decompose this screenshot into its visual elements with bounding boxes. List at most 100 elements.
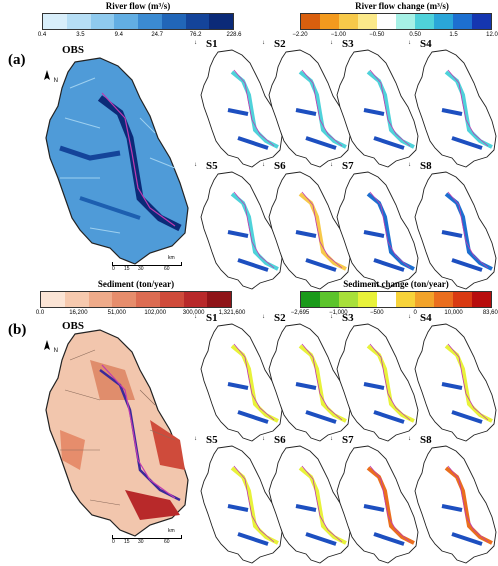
flow-legend-title: River flow (m³/s) — [105, 1, 171, 11]
scale-unit: km — [168, 528, 175, 534]
scenario-label-s5: S5 — [206, 434, 218, 446]
north-arrow-icon: ↓ — [330, 436, 333, 442]
colorbar-tick-label: 83,600 — [482, 310, 498, 316]
north-arrow-icon — [44, 70, 50, 80]
colorbar-swatch — [161, 14, 186, 29]
north-arrow-icon: ↓ — [262, 436, 265, 442]
scenario-map-s8 — [414, 445, 497, 564]
scenario-label-s6: S6 — [274, 434, 286, 446]
scenario-label-s7: S7 — [342, 160, 354, 172]
north-arrow-icon: ↓ — [262, 314, 265, 320]
colorbar-swatch — [43, 14, 67, 29]
sediment-change-legend-title: Sediment change (ton/year) — [343, 279, 449, 289]
colorbar-tick-label: 76.2 — [189, 32, 202, 38]
north-arrow-icon: ↓ — [262, 162, 265, 168]
north-arrow-icon: ↓ — [330, 40, 333, 46]
scenario-map-s6 — [268, 171, 351, 290]
colorbar-swatch — [138, 14, 162, 29]
colorbar-tick-label: 12.0 — [486, 32, 498, 38]
scenario-label-s3: S3 — [342, 312, 354, 324]
colorbar-tick-label: 0.0 — [35, 310, 45, 316]
scenario-map-s5 — [200, 171, 283, 290]
scale-tick-2: 30 — [138, 266, 144, 272]
sediment-colorbar — [40, 291, 232, 308]
colorbar-tick-label: −500 — [370, 310, 384, 316]
north-arrow-icon: ↓ — [262, 40, 265, 46]
colorbar-swatch — [159, 292, 184, 307]
scenario-label-s1: S1 — [206, 38, 218, 50]
colorbar-tick-label: 0.4 — [37, 32, 47, 38]
colorbar-swatch — [415, 14, 434, 29]
colorbar-swatch — [207, 292, 231, 307]
north-arrow-icon: ↓ — [330, 314, 333, 320]
colorbar-swatch — [136, 292, 160, 307]
colorbar-swatch — [301, 292, 320, 307]
north-arrow-icon: ↓ — [194, 314, 197, 320]
scenario-map-s7 — [336, 445, 419, 564]
colorbar-swatch — [90, 14, 115, 29]
sediment-colorbar-ticks: 0.0 16,200 51,000 102,000 300,000 1,321,600 — [36, 310, 246, 318]
north-arrow-b: N — [42, 340, 58, 354]
scenario-label-s7: S7 — [342, 434, 354, 446]
scenario-map-s2 — [268, 323, 351, 442]
scenario-map-s8 — [414, 171, 497, 290]
colorbar-tick-label: −2.20 — [292, 32, 308, 38]
colorbar-tick-label: 1,321,600 — [218, 310, 246, 316]
sediment-change-colorbar — [300, 291, 492, 308]
scale-unit: km — [168, 255, 175, 261]
colorbar-swatch — [320, 292, 339, 307]
flow-change-colorbar-ticks: −2.20 −1.00 −0.50 0.50 1.5 12.0 — [292, 32, 497, 40]
scenario-map-s4 — [414, 323, 497, 442]
scenario-label-s4: S4 — [420, 38, 432, 50]
scale-tick-1: 15 — [124, 539, 130, 545]
colorbar-tick-label: 228.6 — [226, 32, 242, 38]
scale-tick-3: 60 — [164, 266, 170, 272]
flow-colorbar-ticks: 0.4 3.5 9.4 24.7 76.2 228.6 — [38, 32, 242, 40]
colorbar-tick-label: 1.5 — [449, 32, 458, 38]
scenario-map-s2 — [268, 49, 351, 168]
scenario-label-s5: S5 — [206, 160, 218, 172]
colorbar-swatch — [183, 292, 208, 307]
scenario-label-s8: S8 — [420, 160, 432, 172]
panel-a-obs-map — [45, 57, 189, 265]
scale-tick-1: 15 — [124, 266, 130, 272]
colorbar-swatch — [358, 14, 377, 29]
colorbar-swatch — [88, 292, 113, 307]
scale-bar-b: 0 15 30 60 km — [112, 528, 182, 545]
scale-tick-0: 0 — [112, 266, 115, 272]
scenario-label-s1: S1 — [206, 312, 218, 324]
colorbar-swatch — [472, 14, 491, 29]
colorbar-swatch — [434, 292, 453, 307]
north-arrow-icon: ↓ — [408, 436, 411, 442]
colorbar-tick-label: 0 — [413, 310, 417, 316]
colorbar-swatch — [301, 14, 320, 29]
colorbar-swatch — [377, 292, 396, 307]
colorbar-swatch — [396, 292, 415, 307]
scenario-map-s3 — [336, 323, 419, 442]
colorbar-swatch — [64, 292, 89, 307]
colorbar-tick-label: −1,000 — [329, 310, 348, 316]
scenario-map-s1 — [200, 323, 283, 442]
flow-change-colorbar — [300, 13, 492, 30]
panel-a-label: (a) — [8, 52, 26, 68]
north-arrow-icon: ↓ — [408, 162, 411, 168]
scale-tick-3: 60 — [164, 539, 170, 545]
colorbar-tick-label: 10,000 — [444, 310, 463, 316]
colorbar-tick-label: 51,000 — [107, 310, 126, 316]
colorbar-tick-label: −0.50 — [369, 32, 385, 38]
colorbar-swatch — [472, 292, 491, 307]
colorbar-tick-label: 16,200 — [69, 310, 88, 316]
colorbar-swatch — [453, 292, 472, 307]
colorbar-swatch — [209, 14, 233, 29]
north-arrow-icon: ↓ — [194, 436, 197, 442]
scale-tick-2: 30 — [138, 539, 144, 545]
colorbar-swatch — [396, 14, 415, 29]
north-label-b: N — [53, 348, 59, 354]
scenario-label-s3: S3 — [342, 38, 354, 50]
north-arrow-icon: ↓ — [194, 40, 197, 46]
scenario-label-s8: S8 — [420, 434, 432, 446]
north-arrow-a: N — [42, 70, 58, 84]
colorbar-swatch — [434, 14, 453, 29]
scenario-label-s6: S6 — [274, 160, 286, 172]
panel-b-obs-map — [45, 329, 189, 537]
